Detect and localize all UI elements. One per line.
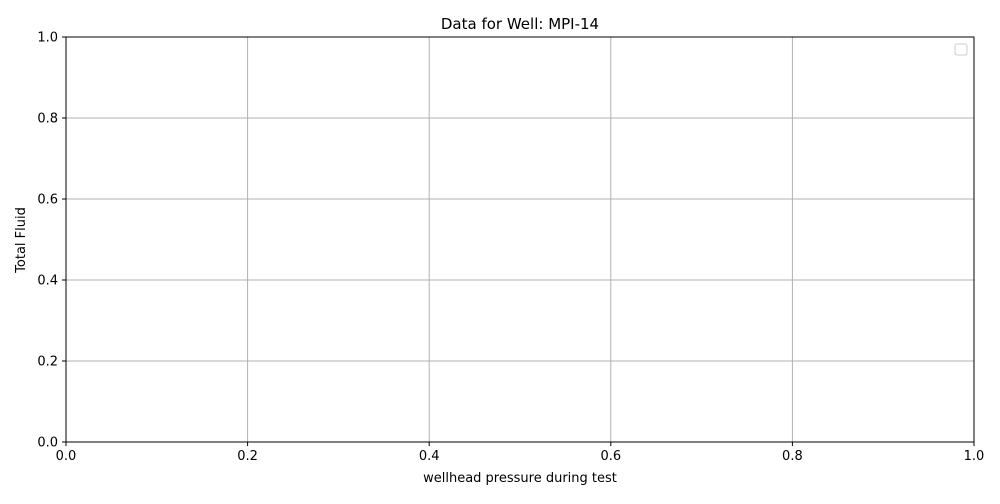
plot-frame	[65, 36, 975, 443]
x-tick-label: 0.2	[237, 449, 258, 464]
y-tick-label: 1.0	[37, 31, 58, 46]
y-axis-ticks: 0.0 0.2 0.4 0.6 0.8 1.0	[37, 31, 66, 451]
grid-layer	[65, 36, 975, 443]
x-tick-label: 0.0	[56, 449, 77, 464]
chart-title: Data for Well: MPI-14	[441, 15, 599, 33]
y-tick-label: 0.8	[37, 112, 58, 127]
y-tick-label: 0.0	[37, 436, 58, 451]
x-tick-label: 0.6	[600, 449, 621, 464]
y-tick-label: 0.2	[37, 355, 58, 370]
y-tick-label: 0.4	[37, 274, 58, 289]
x-tick-label: 0.8	[782, 449, 803, 464]
x-axis-label: wellhead pressure during test	[423, 471, 617, 486]
x-tick-label: 0.4	[419, 449, 440, 464]
y-axis-label: Total Fluid	[14, 207, 29, 274]
x-axis-ticks: 0.0 0.2 0.4 0.6 0.8 1.0	[56, 442, 985, 464]
y-tick-label: 0.6	[37, 193, 58, 208]
legend-box	[954, 43, 968, 56]
x-tick-label: 1.0	[964, 449, 985, 464]
